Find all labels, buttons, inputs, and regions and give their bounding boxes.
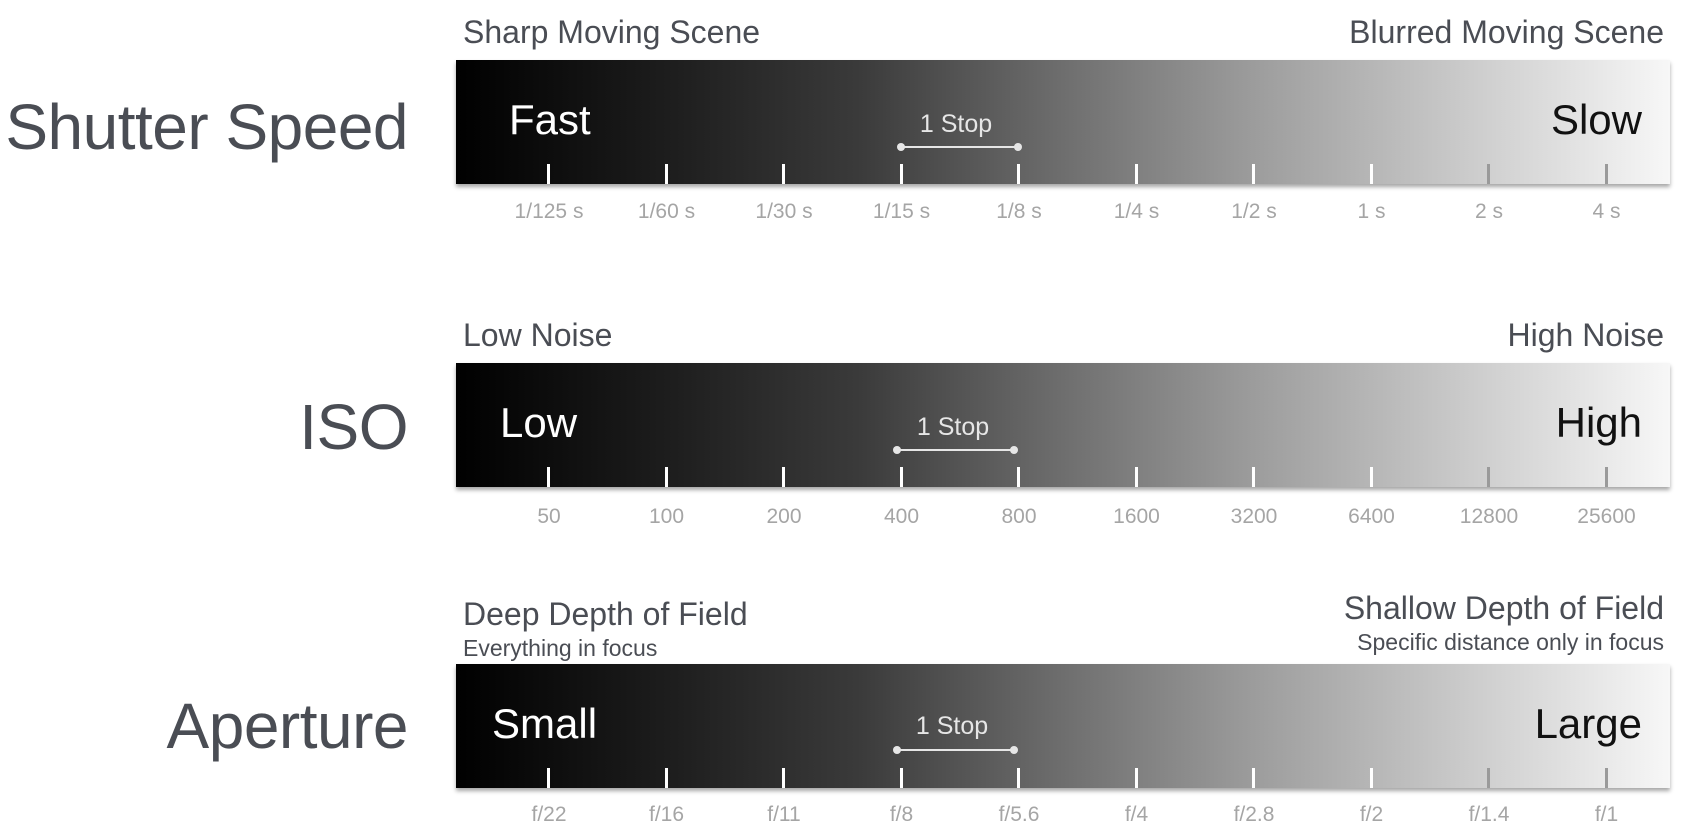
right-subcaption: Specific distance only in focus: [1357, 629, 1664, 655]
tick-mark: [1252, 467, 1255, 487]
tick-label: f/2.8: [1233, 803, 1275, 826]
tick-mark: [1134, 768, 1138, 788]
tick-labels: 1/125 s 1/60 s 1/30 s 1/15 s 1/8 s 1/4 s 1/2 s…: [456, 200, 1670, 230]
stop-dot-end: [1014, 143, 1022, 151]
gradient-bar: Fast Slow 1 Stop: [456, 60, 1670, 184]
tick-label: 100: [648, 505, 685, 528]
tick-label: 800: [1001, 505, 1037, 528]
tick-label: 200: [766, 505, 802, 528]
tick-mark: [1369, 467, 1373, 487]
tick-label: f/11: [767, 803, 801, 826]
stop-bracket: [897, 449, 1014, 451]
tick-labels: 50 100 200 400 800 1600 3200 6400 12800 25600: [456, 505, 1670, 535]
tick-mark: [782, 467, 785, 487]
tick-label: 1 s: [1357, 200, 1386, 223]
left-caption: Deep Depth of Field: [463, 596, 748, 632]
tick-label: f/1: [1594, 803, 1619, 826]
shutter-speed-row: Shutter Speed Sharp Moving Scene Blurred…: [0, 0, 1688, 240]
right-caption: High Noise: [1507, 317, 1664, 353]
tick-mark: [664, 164, 668, 184]
tick-mark: [547, 164, 550, 184]
tick-mark: [1604, 467, 1608, 487]
stop-dot-start: [893, 446, 901, 454]
tick-mark: [547, 768, 550, 788]
tick-mark: [1604, 164, 1608, 184]
stop-label: 1 Stop: [915, 712, 989, 740]
tick-mark: [1017, 164, 1020, 184]
tick-label: f/5.6: [998, 803, 1040, 826]
left-end-label: Small: [492, 700, 598, 747]
tick-label: 1/125 s: [514, 200, 584, 223]
tick-mark: [782, 768, 785, 788]
stop-bracket: [901, 146, 1018, 148]
right-caption: Blurred Moving Scene: [1349, 14, 1664, 50]
left-end-label: Low: [500, 399, 578, 446]
tick-label: 12800: [1459, 505, 1519, 528]
tick-label: 25600: [1577, 505, 1636, 528]
tick-mark: [1252, 768, 1255, 788]
tick-label: 400: [883, 505, 920, 528]
right-end-label: Slow: [1550, 96, 1642, 143]
stop-dot-end: [1010, 446, 1018, 454]
row-title: ISO: [299, 391, 408, 463]
tick-label: 3200: [1230, 505, 1278, 528]
tick-label: 1600: [1113, 505, 1160, 528]
tick-label: 1/15 s: [872, 200, 931, 223]
left-end-label: Fast: [509, 96, 591, 143]
row-title: Aperture: [166, 690, 409, 762]
tick-mark: [1487, 164, 1490, 184]
stop-dot-start: [893, 746, 901, 754]
tick-label: f/8: [889, 803, 914, 826]
tick-mark: [1134, 467, 1138, 487]
tick-label: 1/60 s: [637, 200, 696, 223]
right-end-label: Large: [1534, 700, 1642, 747]
tick-label: f/4: [1124, 803, 1149, 826]
right-end-label: High: [1555, 399, 1642, 446]
tick-label: 2 s: [1474, 200, 1504, 223]
stop-dot-start: [897, 143, 905, 151]
tick-mark: [1017, 467, 1020, 487]
tick-label: f/22: [531, 803, 567, 826]
tick-mark: [782, 164, 785, 184]
tick-mark: [664, 467, 668, 487]
tick-label: 1/4 s: [1113, 200, 1160, 223]
gradient-bar: Low High 1 Stop: [456, 363, 1670, 487]
tick-mark: [1487, 467, 1490, 487]
stop-dot-end: [1010, 746, 1018, 754]
tick-label: 4 s: [1592, 200, 1621, 223]
tick-label: f/16: [648, 803, 685, 826]
tick-label: 50: [537, 505, 561, 528]
row-title: Shutter Speed: [5, 91, 408, 163]
stop-label: 1 Stop: [919, 110, 993, 138]
tick-mark: [1017, 768, 1020, 788]
tick-label: 6400: [1348, 505, 1395, 528]
left-subcaption: Everything in focus: [463, 635, 658, 661]
tick-label: f/2: [1359, 803, 1384, 826]
tick-mark: [1369, 164, 1373, 184]
right-caption: Shallow Depth of Field: [1343, 590, 1664, 626]
tick-label: 1/2 s: [1231, 200, 1277, 223]
left-caption: Sharp Moving Scene: [463, 14, 761, 50]
tick-mark: [1252, 164, 1255, 184]
tick-mark: [899, 467, 903, 487]
left-caption: Low Noise: [463, 317, 613, 353]
iso-row: ISO Low Noise High Noise Low High 1 Stop…: [0, 300, 1688, 540]
tick-mark: [1604, 768, 1608, 788]
tick-mark: [899, 768, 903, 788]
tick-mark: [547, 467, 550, 487]
tick-label: 1/30 s: [755, 200, 813, 223]
tick-mark: [1487, 768, 1490, 788]
tick-mark: [664, 768, 668, 788]
tick-mark: [1369, 768, 1373, 788]
gradient-bar: Small Large 1 Stop: [456, 664, 1670, 788]
tick-label: 1/8 s: [996, 200, 1042, 223]
stop-bracket: [897, 749, 1014, 751]
stop-label: 1 Stop: [916, 413, 990, 441]
tick-mark: [1134, 164, 1138, 184]
aperture-row: Aperture Deep Depth of Field Everything …: [0, 585, 1688, 840]
tick-label: f/1.4: [1468, 803, 1510, 826]
tick-mark: [899, 164, 903, 184]
tick-labels: f/22 f/16 f/11 f/8 f/5.6 f/4 f/2.8 f/2 f/1.4 f/1: [456, 803, 1670, 833]
